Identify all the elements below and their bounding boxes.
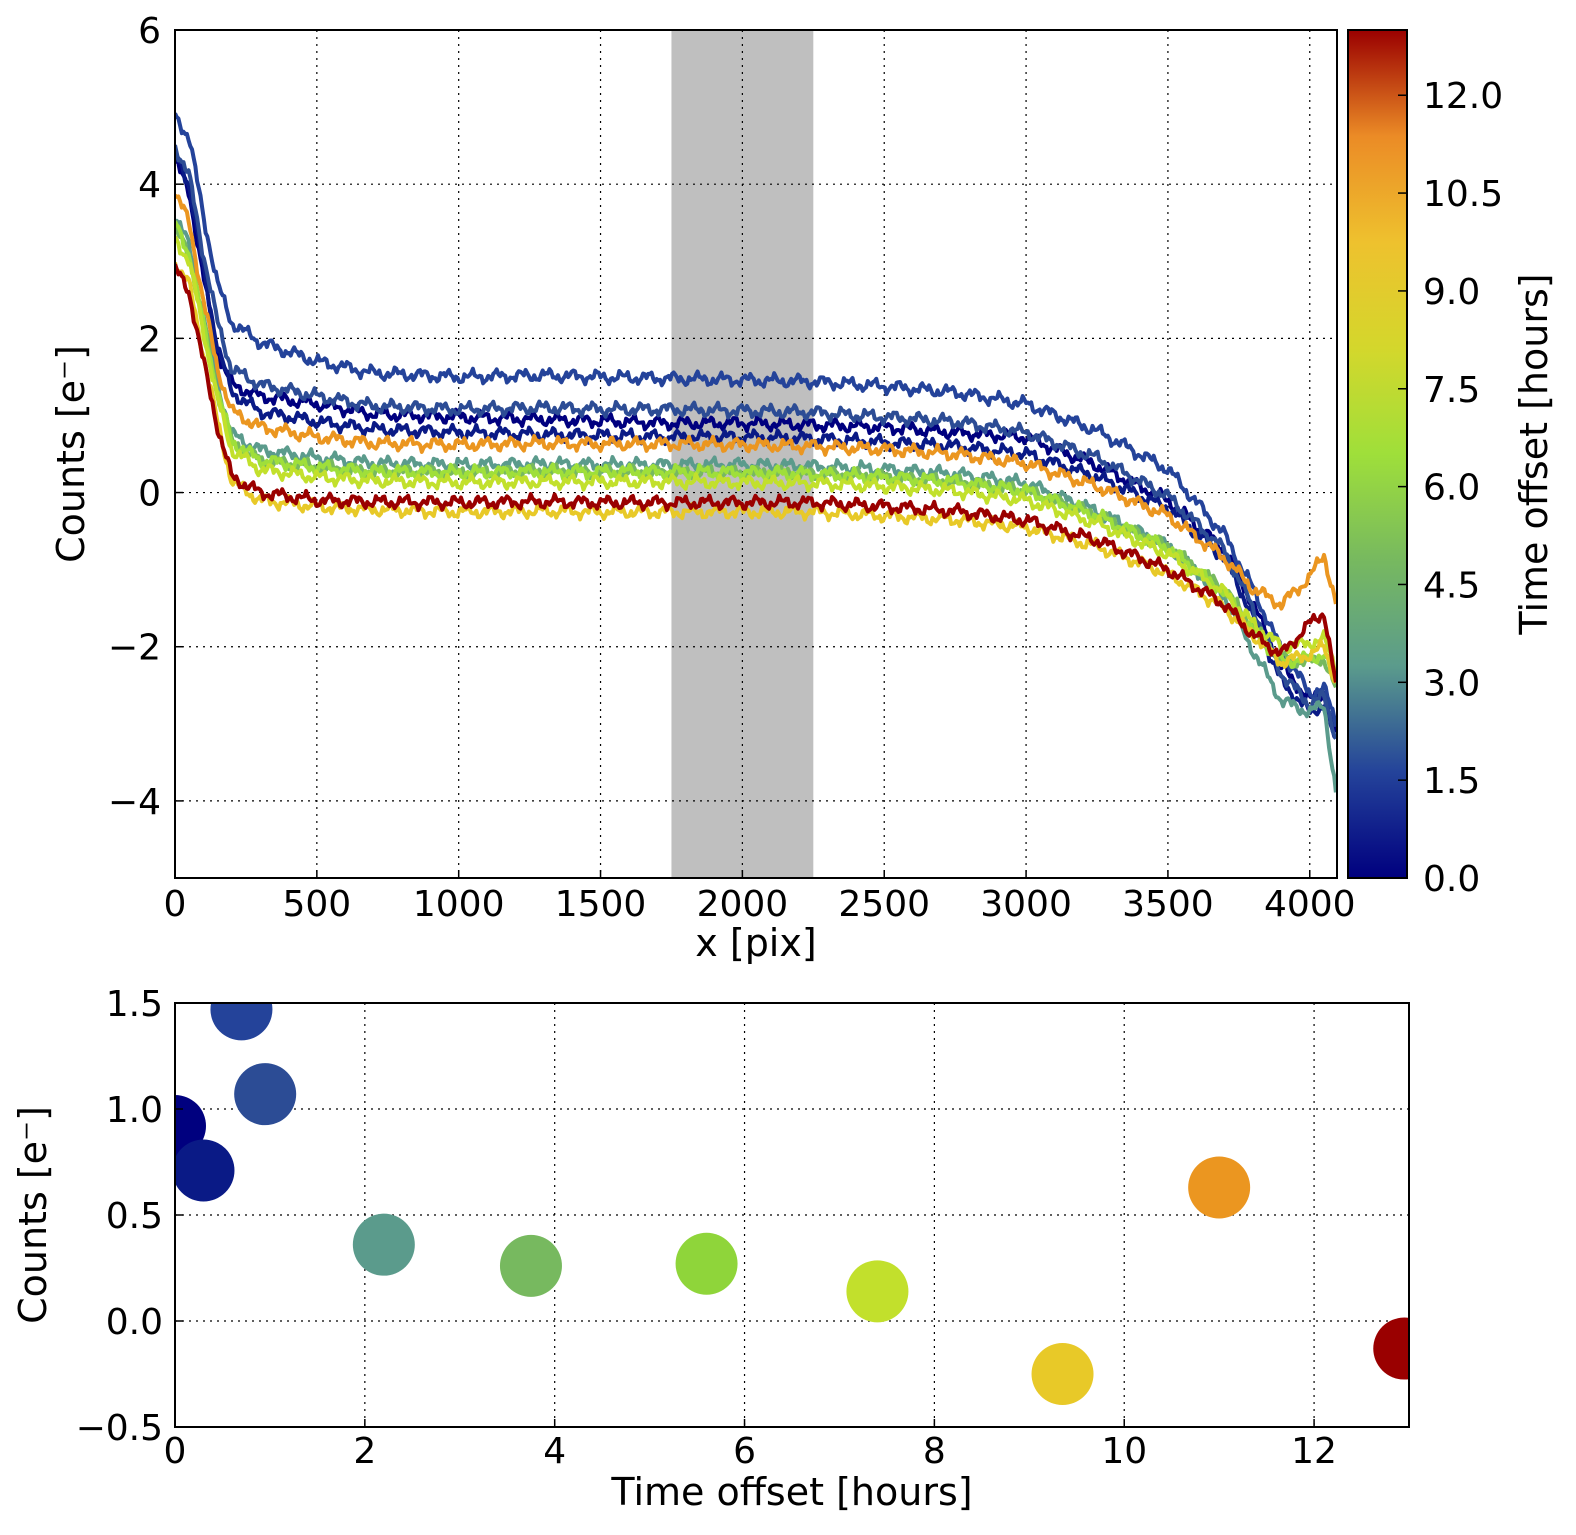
scatter-point	[499, 1234, 562, 1297]
colorbar-ticks: 0.0 1.5 3.0 4.5 6.0 7.5 9.0 10.5 12.0	[1398, 76, 1503, 900]
scatter-point	[1373, 1317, 1409, 1380]
top-y-tick-label: 6	[138, 11, 161, 52]
scatter-point	[1031, 1343, 1094, 1405]
series-line	[175, 235, 1337, 673]
bottom-y-tick-label: 1.0	[106, 1090, 163, 1131]
series-line	[175, 144, 1337, 740]
colorbar-tick-label: 10.5	[1423, 174, 1503, 215]
colorbar-tick-label: 7.5	[1423, 370, 1480, 411]
series-line	[175, 193, 1337, 611]
bottom-x-tick-label: 0	[164, 1431, 187, 1472]
scatter-point	[234, 1063, 297, 1126]
top-x-tick-label: 0	[164, 884, 187, 925]
bottom-scatter-chart: 0 2 4 6 8 10 12 −0.5 0.0 0.5 1.0 1.5 Time offset […	[11, 984, 1410, 1514]
top-series-group	[175, 112, 1337, 793]
bottom-y-tick-label: 0.0	[106, 1302, 163, 1343]
colorbar-tick-label: 6.0	[1423, 468, 1480, 509]
bottom-x-tick-label: 6	[733, 1431, 756, 1472]
scatter-point	[846, 1260, 909, 1323]
scatter-point	[175, 1139, 235, 1202]
top-x-tick-label: 3000	[980, 884, 1072, 925]
top-x-tick-label: 4000	[1264, 884, 1356, 925]
colorbar-tick-label: 1.5	[1423, 761, 1480, 802]
top-y-tick-label: 2	[138, 319, 161, 360]
bottom-x-axis-label: Time offset [hours]	[610, 1470, 972, 1514]
colorbar-label: Time offset [hours]	[1512, 273, 1556, 635]
top-x-tick-label: 3500	[1122, 884, 1214, 925]
bottom-points-group	[175, 1003, 1409, 1405]
top-y-axis-label: Counts [e⁻]	[49, 345, 93, 563]
colorbar-tick-label: 4.5	[1423, 565, 1480, 606]
top-line-chart: 0 500 1000 1500 2000 2500 3000 3500 4000 −4 −2 0 2 4…	[49, 11, 1356, 965]
top-y-tick-label: −4	[108, 782, 161, 823]
bottom-y-tick-label: −0.5	[76, 1408, 163, 1449]
scatter-point	[1188, 1156, 1251, 1219]
top-y-ticks: −4 −2 0 2 4 6	[108, 11, 183, 823]
top-y-tick-label: 0	[138, 474, 161, 515]
top-x-tick-label: 2500	[838, 884, 930, 925]
top-y-tick-label: 4	[138, 165, 161, 206]
top-y-tick-label: −2	[108, 628, 161, 669]
colorbar: 0.0 1.5 3.0 4.5 6.0 7.5 9.0 10.5 12.0 Time offse…	[1347, 29, 1556, 900]
colorbar-tick-label: 12.0	[1423, 76, 1503, 117]
bottom-x-tick-label: 12	[1291, 1431, 1337, 1472]
scatter-point	[675, 1232, 738, 1295]
scatter-point	[210, 1003, 273, 1041]
bottom-x-tick-label: 8	[923, 1431, 946, 1472]
scatter-point	[352, 1213, 415, 1276]
bottom-y-axis-label: Counts [e⁻]	[11, 1106, 55, 1324]
series-line	[175, 146, 1337, 740]
top-x-axis-label: x [pix]	[695, 921, 816, 965]
colorbar-tick-label: 0.0	[1423, 859, 1480, 900]
bottom-y-ticks: −0.5 0.0 0.5 1.0 1.5	[76, 984, 183, 1449]
top-x-tick-label: 2000	[697, 884, 789, 925]
top-plot-frame	[174, 29, 1338, 879]
series-line	[175, 263, 1337, 683]
series-line	[175, 220, 1337, 680]
colorbar-tick-label: 9.0	[1423, 272, 1480, 313]
series-line	[175, 112, 1337, 728]
top-x-tick-label: 1000	[413, 884, 505, 925]
top-x-tick-label: 500	[282, 884, 351, 925]
colorbar-fill	[1348, 30, 1407, 878]
top-x-tick-label: 1500	[555, 884, 647, 925]
bottom-x-tick-label: 4	[543, 1431, 566, 1472]
bottom-y-tick-label: 1.5	[106, 984, 163, 1025]
colorbar-frame	[1347, 29, 1408, 879]
colorbar-tick-label: 3.0	[1423, 663, 1480, 704]
bottom-x-tick-label: 10	[1101, 1431, 1147, 1472]
top-x-ticks: 0 500 1000 1500 2000 2500 3000 3500 4000	[164, 870, 1356, 925]
bottom-x-tick-label: 2	[353, 1431, 376, 1472]
series-line	[175, 159, 1337, 734]
bottom-y-tick-label: 0.5	[106, 1196, 163, 1237]
bottom-x-ticks: 0 2 4 6 8 10 12	[164, 1419, 1337, 1472]
